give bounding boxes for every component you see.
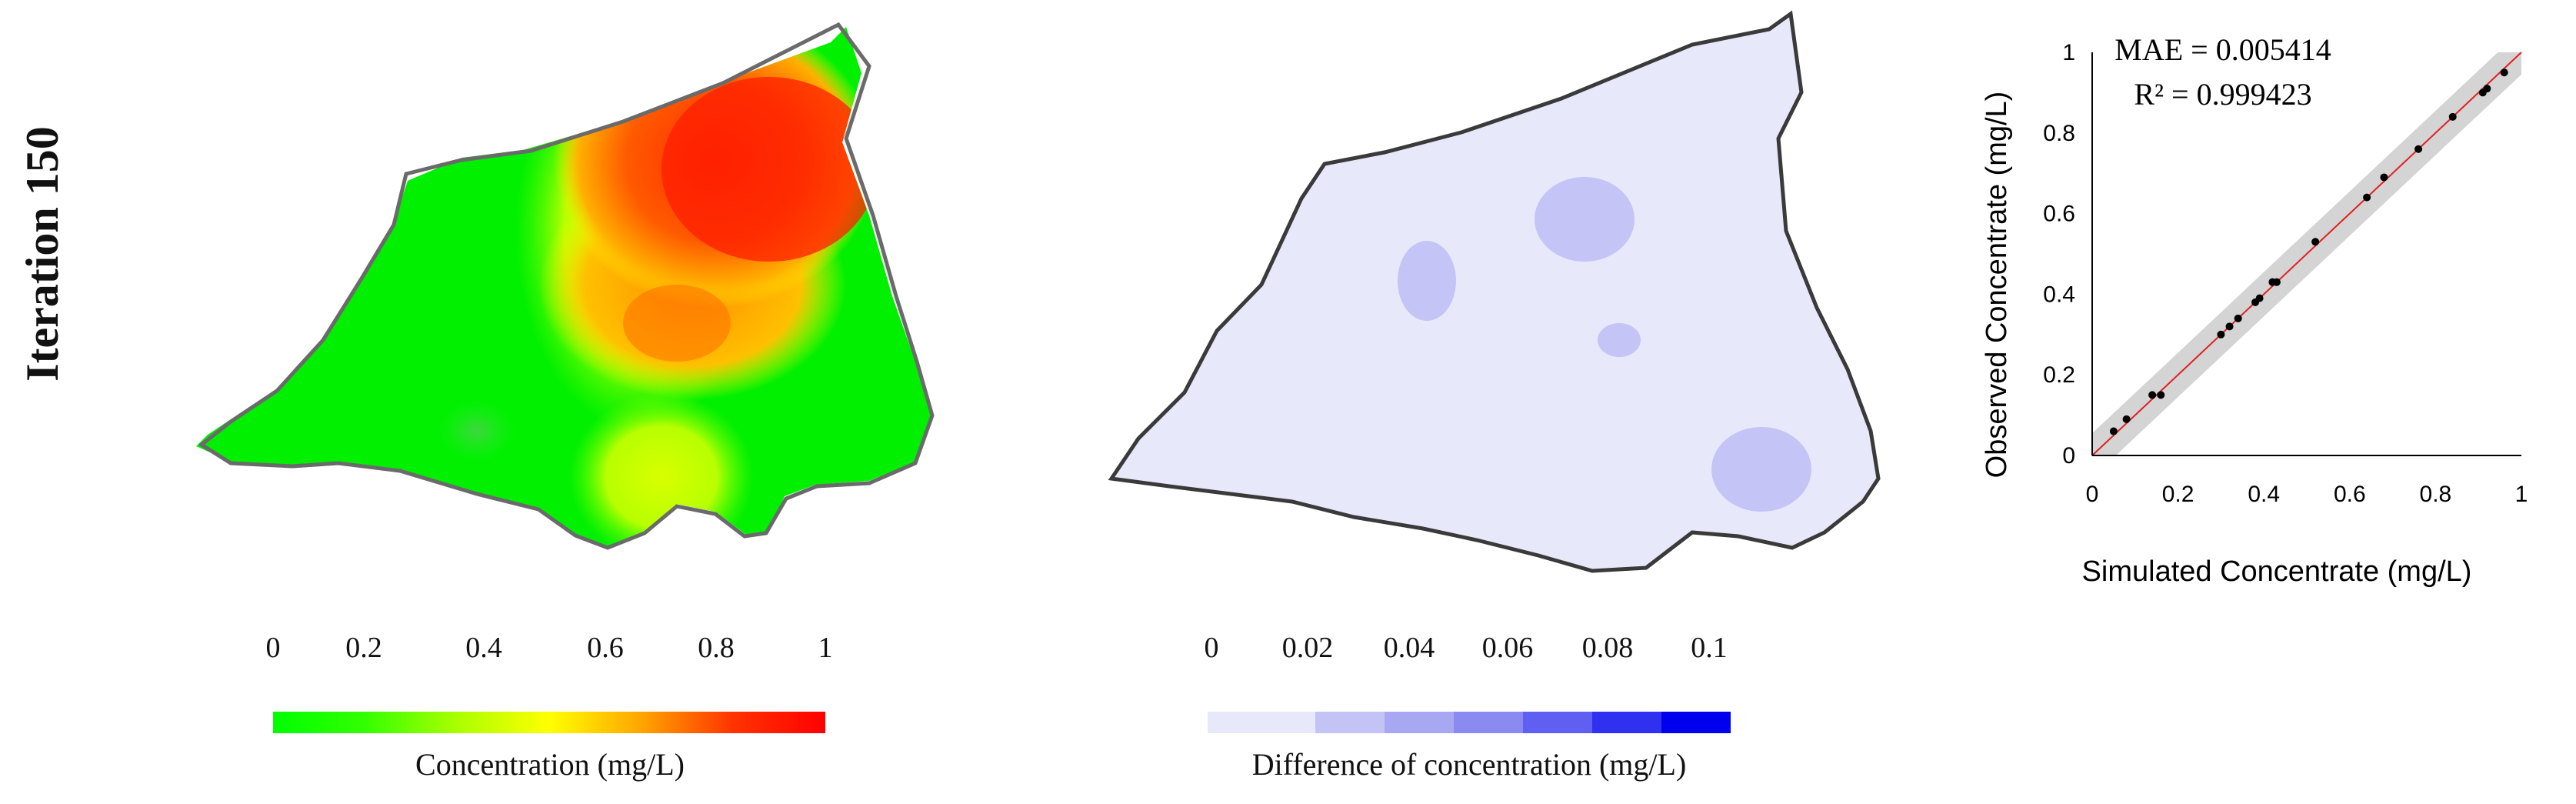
colorbar-2-title: Difference of concentration (mg/L) bbox=[1251, 747, 1687, 782]
data-point bbox=[2255, 294, 2264, 302]
data-point bbox=[2234, 314, 2242, 322]
colorbar-1: 0 0.2 0.4 0.6 0.8 1 Concentration (mg/L) bbox=[266, 631, 833, 792]
colorbar-2-tick: 0.06 bbox=[1481, 632, 1534, 664]
data-point bbox=[2380, 173, 2388, 182]
colorbar-2-tick: 0.1 bbox=[1691, 632, 1728, 664]
colorbar-2-tick: 0.08 bbox=[1581, 632, 1634, 664]
r2-annotation: R² = 0.999423 bbox=[2134, 77, 2311, 112]
colorbar-1-title: Concentration (mg/L) bbox=[415, 747, 685, 782]
colorbar-2-segment bbox=[1315, 712, 1385, 733]
colorbar-1-tick: 0.6 bbox=[587, 632, 624, 664]
colorbar-2-gradient bbox=[1208, 712, 1731, 733]
colorbar-1-tick: 0 bbox=[265, 632, 281, 664]
x-axis-title: Simulated Concentrate (mg/L) bbox=[2082, 555, 2472, 588]
x-tick-label: 0.2 bbox=[2162, 482, 2194, 507]
data-point bbox=[2157, 391, 2165, 399]
colorbar-1-tick: 0.8 bbox=[698, 632, 735, 664]
reference-line bbox=[2091, 52, 2522, 456]
map1-boundary bbox=[198, 22, 935, 550]
data-point bbox=[2109, 427, 2118, 435]
colorbar-2-tick: 0.04 bbox=[1383, 632, 1435, 664]
colorbar-2-segment bbox=[1661, 712, 1731, 733]
colorbar-2-segment bbox=[1453, 712, 1523, 733]
data-point bbox=[2148, 391, 2157, 399]
y-tick-label: 0.6 bbox=[2043, 202, 2075, 227]
y-tick-label: 0 bbox=[2062, 443, 2075, 469]
y-tick-label: 0.8 bbox=[2043, 121, 2075, 146]
x-tick-label: 0.6 bbox=[2334, 482, 2366, 507]
data-point bbox=[2363, 193, 2371, 202]
y-tick-label: 0.2 bbox=[2043, 362, 2075, 388]
colorbar-2-segment bbox=[1522, 712, 1592, 733]
data-point bbox=[2448, 112, 2457, 121]
x-tick-labels: 0 0.2 0.4 0.6 0.8 1 bbox=[2086, 482, 2528, 507]
colorbar-2-tick: 0.02 bbox=[1281, 632, 1334, 664]
x-tick-label: 0.4 bbox=[2248, 482, 2280, 507]
colorbar-2: 0 0.02 0.04 0.06 0.08 0.1 Difference of … bbox=[1200, 631, 1738, 792]
y-axis-title: Observed Concentrate (mg/L) bbox=[1981, 92, 2013, 479]
data-point bbox=[2483, 85, 2491, 93]
difference-map bbox=[1115, 15, 1877, 569]
data-point bbox=[2122, 415, 2131, 423]
y-tick-label: 0.4 bbox=[2043, 282, 2075, 307]
data-point bbox=[2311, 238, 2320, 246]
x-tick-label: 0.8 bbox=[2420, 482, 2452, 507]
colorbar-1-tick: 0.4 bbox=[465, 632, 502, 664]
scatter-plot: 0 0.2 0.4 0.6 0.8 1 0 0.2 0.4 0.6 0.8 1 MAE = 0.00… bbox=[1981, 32, 2528, 588]
data-point bbox=[2414, 145, 2423, 153]
concentration-map bbox=[196, 27, 931, 546]
data-point bbox=[2500, 68, 2508, 77]
colorbar-1-tick: 0.2 bbox=[345, 632, 382, 664]
one-to-one-line bbox=[2091, 52, 2522, 456]
colorbar-1-gradient bbox=[273, 712, 825, 733]
colorbar-2-tick: 0 bbox=[1204, 632, 1219, 664]
x-tick-label: 0 bbox=[2086, 482, 2099, 507]
data-point bbox=[2272, 278, 2281, 286]
plot-axes bbox=[2091, 52, 2521, 456]
x-tick-label: 1 bbox=[2515, 482, 2528, 507]
mae-annotation: MAE = 0.005414 bbox=[2114, 32, 2331, 67]
colorbar-2-segment bbox=[1208, 712, 1315, 733]
colorbar-2-ticks: 0 0.02 0.04 0.06 0.08 0.1 bbox=[1200, 631, 1738, 669]
colorbar-1-ticks: 0 0.2 0.4 0.6 0.8 1 bbox=[266, 631, 833, 669]
colorbar-2-segment bbox=[1591, 712, 1661, 733]
data-points bbox=[2109, 68, 2508, 435]
concentration-maps bbox=[196, 10, 1881, 573]
data-point bbox=[2217, 330, 2225, 339]
colorbar-2-segment bbox=[1384, 712, 1454, 733]
data-point bbox=[2225, 322, 2234, 331]
colorbar-1-tick: 1 bbox=[818, 632, 833, 664]
map2-boundary bbox=[1108, 10, 1881, 573]
y-tick-label: 1 bbox=[2062, 40, 2075, 65]
y-tick-labels: 0 0.2 0.4 0.6 0.8 1 bbox=[2043, 40, 2075, 469]
